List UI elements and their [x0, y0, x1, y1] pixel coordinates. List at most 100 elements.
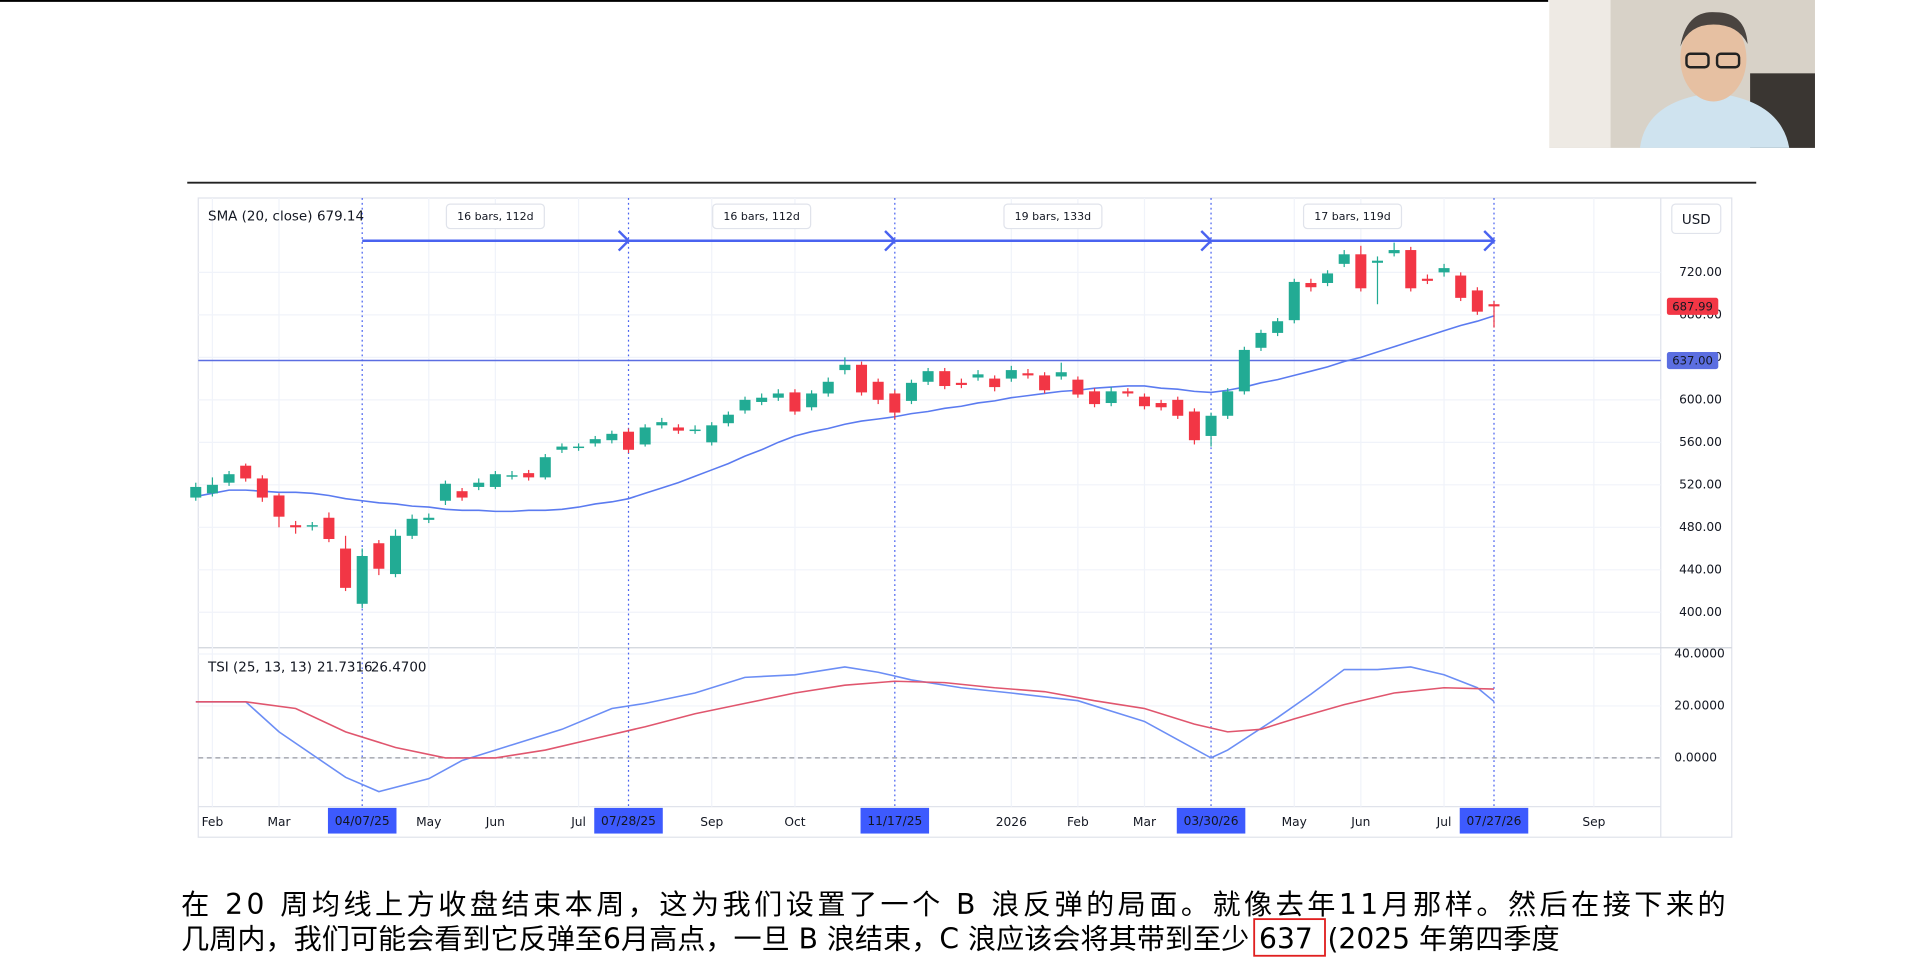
- candle-body: [972, 374, 984, 378]
- x-tick-label: Sep: [1582, 815, 1605, 829]
- candle-body: [989, 378, 1001, 388]
- tsi-line: [195, 680, 1494, 759]
- candle-body: [1155, 403, 1167, 408]
- candle-body: [439, 483, 451, 501]
- x-tick-label: Jun: [1350, 815, 1370, 829]
- candle-body: [1488, 304, 1500, 307]
- candle-body: [389, 535, 402, 575]
- candle-body: [1255, 332, 1267, 348]
- candle-body: [1122, 391, 1134, 394]
- webcam-hair: [1680, 12, 1748, 47]
- candle-body: [356, 555, 368, 604]
- candle-body: [1421, 278, 1433, 281]
- candle-body: [756, 397, 768, 402]
- candle-body: [223, 474, 235, 483]
- candle-body: [623, 431, 635, 450]
- candle-body: [589, 439, 601, 444]
- candle-body: [406, 518, 418, 536]
- x-tick-label: Feb: [1067, 815, 1089, 829]
- sma-legend: SMA (20, close): [208, 209, 312, 224]
- measure-label-box: [1003, 203, 1103, 230]
- candle-body: [1322, 273, 1334, 283]
- x-tick-label: May: [416, 815, 441, 829]
- candle-body: [1005, 370, 1017, 379]
- candle-body: [1205, 415, 1217, 436]
- candle-body: [772, 393, 784, 398]
- candle-body: [955, 382, 967, 385]
- last-price-tag-box: [1666, 297, 1719, 315]
- candle-body: [939, 371, 951, 387]
- date-marker-label: 07/27/26: [1467, 814, 1522, 828]
- candle-body: [256, 478, 268, 498]
- webcam: [1549, 0, 1815, 148]
- date-marker-label: 07/28/25: [601, 814, 656, 828]
- y-tick-label: 0.0000: [1674, 750, 1717, 764]
- date-marker-box: [1459, 807, 1529, 834]
- currency-box: [1671, 203, 1722, 235]
- y-tick-label: 480.00: [1679, 520, 1722, 534]
- candle-body: [1022, 373, 1034, 376]
- candle-body: [806, 393, 818, 408]
- y-tick-label: 720.00: [1679, 265, 1722, 279]
- candle-body: [672, 427, 684, 431]
- grid: [198, 198, 1661, 807]
- candle-body: [306, 525, 318, 527]
- candle-body: [1338, 254, 1350, 264]
- date-marker-box: [860, 807, 930, 834]
- webcam-window: [1549, 0, 1611, 148]
- candle-body: [656, 422, 668, 426]
- x-tick-label: May: [1282, 815, 1307, 829]
- tsi-signal-value: 26.4700: [371, 660, 427, 675]
- candle-body: [1272, 321, 1284, 333]
- caption: 在 20 周均线上方收盘结束本周，这为我们设置了一个 B 浪反弹的局面。就像去年…: [181, 888, 1726, 957]
- x-tick-label: Feb: [202, 815, 224, 829]
- candle-body: [1055, 372, 1067, 377]
- date-marker-box: [1176, 807, 1246, 834]
- tsi-value: 21.7316: [317, 660, 373, 675]
- candle-body: [1089, 391, 1101, 405]
- candle-body: [473, 482, 485, 487]
- candle-body: [1238, 349, 1250, 392]
- candle-body: [922, 371, 934, 382]
- date-marker-box: [594, 807, 663, 834]
- candle-body: [822, 381, 834, 394]
- candle-body: [789, 392, 801, 412]
- webcam-glasses: [1715, 52, 1741, 69]
- level-tag-box: [1666, 351, 1719, 370]
- webcam-head: [1680, 15, 1747, 102]
- candle-body: [839, 364, 851, 371]
- candle-body: [1188, 411, 1200, 441]
- webcam-shirt: [1639, 92, 1790, 148]
- y-tick-label: 20.0000: [1674, 698, 1725, 712]
- measure-label-box: [1302, 203, 1403, 230]
- candle-body: [889, 393, 901, 413]
- candle-body: [1305, 282, 1317, 288]
- y-tick-label: 440.00: [1679, 562, 1722, 576]
- last-price-tag: 687.99: [1672, 299, 1713, 313]
- candle-body: [1039, 375, 1051, 391]
- candle-body: [1138, 396, 1150, 407]
- measure-label: 17 bars, 119d: [1314, 210, 1391, 223]
- level-tag: 637.00: [1672, 354, 1713, 368]
- x-tick-label: Sep: [700, 815, 723, 829]
- candle-body: [240, 465, 252, 479]
- candle-body: [1405, 250, 1417, 289]
- y-tick-label: 40.0000: [1674, 647, 1725, 661]
- overlay: Feb Mar May Jun Jul Sep Oct 2026 Feb Mar May Jun Jul…: [202, 203, 1725, 834]
- measure-label-box: [712, 203, 812, 230]
- y-tick-label: 520.00: [1679, 477, 1722, 491]
- tsi-line: [195, 666, 1495, 793]
- candle-body: [573, 446, 585, 449]
- x-tick-label: Mar: [1133, 815, 1157, 829]
- caption-highlight: 637: [1259, 922, 1313, 955]
- measure-label: 19 bars, 133d: [1015, 210, 1092, 223]
- caption-line: 在 20 周均线上方收盘结束本周，这为我们设置了一个 B 浪反弹的局面。就像去年…: [181, 888, 1726, 921]
- candle-body: [905, 382, 917, 401]
- candle-body: [489, 474, 501, 487]
- candle-body: [190, 486, 202, 498]
- candle-body: [1471, 290, 1483, 312]
- date-marker-label: 04/07/25: [335, 814, 390, 828]
- date-marker-label: 03/30/26: [1184, 814, 1239, 828]
- candle-body: [539, 457, 551, 478]
